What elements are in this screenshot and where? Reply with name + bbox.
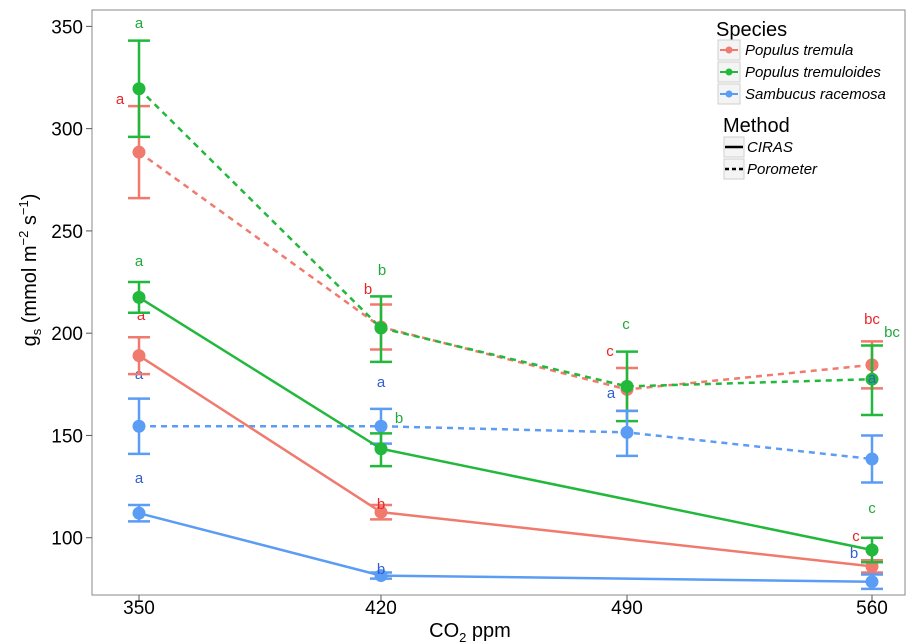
y-axis-title-mid: (mmol m [19, 245, 41, 328]
series-populus-tremula-ciras: abc [128, 307, 883, 574]
data-point [132, 290, 146, 304]
data-point [865, 372, 879, 386]
series-line [138, 87, 873, 388]
series-line [138, 511, 873, 583]
series-line [138, 354, 873, 568]
x-tick-label: 350 [123, 598, 155, 619]
y-tick-label: 350 [51, 17, 83, 38]
series-layer: abcbcabcbcaaaaabcabcabb [116, 15, 900, 591]
x-axis-title-main: CO [429, 620, 459, 642]
legend-species-label: Populus tremula [745, 42, 853, 59]
legend-method-key [723, 136, 745, 158]
plot-border [91, 9, 906, 596]
significance-letter: a [135, 470, 144, 487]
series-populus-tremuloides-ciras: abc [128, 253, 883, 564]
y-tick-label: 250 [51, 222, 83, 243]
significance-letter: a [137, 307, 146, 324]
significance-letter: c [852, 528, 860, 545]
data-point [865, 575, 879, 589]
y-axis-title-sup2: −1 [16, 200, 31, 215]
axes: 100 150 200 250 300 350 350 420 490 560 [51, 9, 906, 619]
significance-letter: b [395, 410, 403, 427]
data-point [865, 543, 879, 557]
y-axis-title: gs (mmol m−2 s−1) [16, 194, 44, 347]
legend-key-point [725, 46, 733, 54]
axis-titles: CO2 ppm gs (mmol m−2 s−1) [16, 194, 511, 642]
data-point [132, 349, 146, 363]
x-tick-label: 490 [611, 598, 643, 619]
series-sambucus-racemosa-porometer: a a a a [128, 366, 883, 484]
significance-letter: a [135, 15, 144, 32]
significance-letter: a [116, 91, 125, 108]
series-populus-tremuloides-porometer: abc bc [128, 15, 900, 423]
data-point [374, 505, 388, 519]
data-point [132, 419, 146, 433]
significance-letter: b [378, 262, 386, 279]
legend-method-label: CIRAS [747, 139, 793, 156]
significance-letter: bc [884, 324, 900, 341]
significance-letter: c [868, 500, 876, 517]
legend-species-key [717, 83, 741, 105]
legend-species-label: Sambucus racemosa [745, 86, 886, 103]
series-line [138, 151, 873, 391]
legend-key-point [725, 68, 733, 76]
data-point [374, 321, 388, 335]
y-tick-label: 300 [51, 120, 83, 141]
x-axis-title-tail: ppm [466, 620, 510, 642]
data-point [865, 452, 879, 466]
x-axis-title: CO2 ppm [429, 620, 511, 642]
series-line [139, 425, 873, 461]
data-point [374, 569, 388, 583]
data-point [374, 442, 388, 456]
y-tick-label: 200 [51, 324, 83, 345]
y-tick-label: 100 [51, 529, 83, 550]
series-line [138, 296, 873, 552]
significance-letter: c [606, 343, 614, 360]
legend-method-label: Porometer [747, 161, 818, 178]
significance-letter: b [377, 496, 385, 513]
significance-letter: b [850, 545, 858, 562]
x-tick-label: 420 [365, 598, 397, 619]
data-point [620, 425, 634, 439]
significance-letter: a [607, 385, 616, 402]
significance-letter: a [868, 370, 877, 387]
x-axis-title-sub: 2 [459, 630, 466, 642]
legend-species-title: Species [716, 19, 787, 41]
significance-letter: a [377, 374, 386, 391]
legend-method-title: Method [723, 115, 790, 137]
data-point [374, 419, 388, 433]
x-tick-label: 560 [856, 598, 888, 619]
y-axis-title-s: s [29, 328, 44, 335]
legend-species-label: Populus tremuloides [745, 64, 881, 81]
data-point [132, 506, 146, 520]
legend-key-point [725, 90, 733, 98]
data-point [132, 145, 146, 159]
series-sambucus-racemosa-ciras: a b b [128, 470, 883, 591]
significance-letter: bc [864, 311, 880, 328]
significance-letter: c [622, 316, 630, 333]
y-axis-title-sup1: −2 [16, 231, 31, 246]
significance-letter: b [364, 281, 372, 298]
data-point [620, 379, 634, 393]
significance-letter: b [377, 561, 385, 578]
significance-letter: a [135, 253, 144, 270]
y-tick-label: 150 [51, 426, 83, 447]
y-axis-title-mid2: s [19, 215, 41, 231]
legend-method-key [723, 158, 745, 180]
y-axis-title-end: ) [19, 194, 41, 201]
legend-species-key [717, 61, 741, 83]
data-point [132, 82, 146, 96]
legend-species-key [717, 39, 741, 61]
y-axis-title-g: g [19, 335, 41, 346]
